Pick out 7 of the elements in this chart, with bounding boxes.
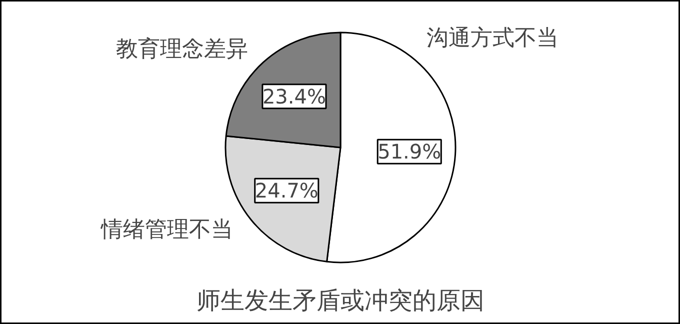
data-label: 23.4% [262, 84, 326, 108]
data-label: 51.9% [378, 140, 442, 164]
text: 师生发生矛盾或冲突的原因 [196, 286, 484, 314]
slice-label: 情绪管理不当 [100, 218, 233, 243]
slice-label: 沟通方式不当 [426, 26, 559, 51]
slice-label: 教育理念差异 [116, 36, 248, 62]
data-label: 24.7% [254, 178, 318, 203]
